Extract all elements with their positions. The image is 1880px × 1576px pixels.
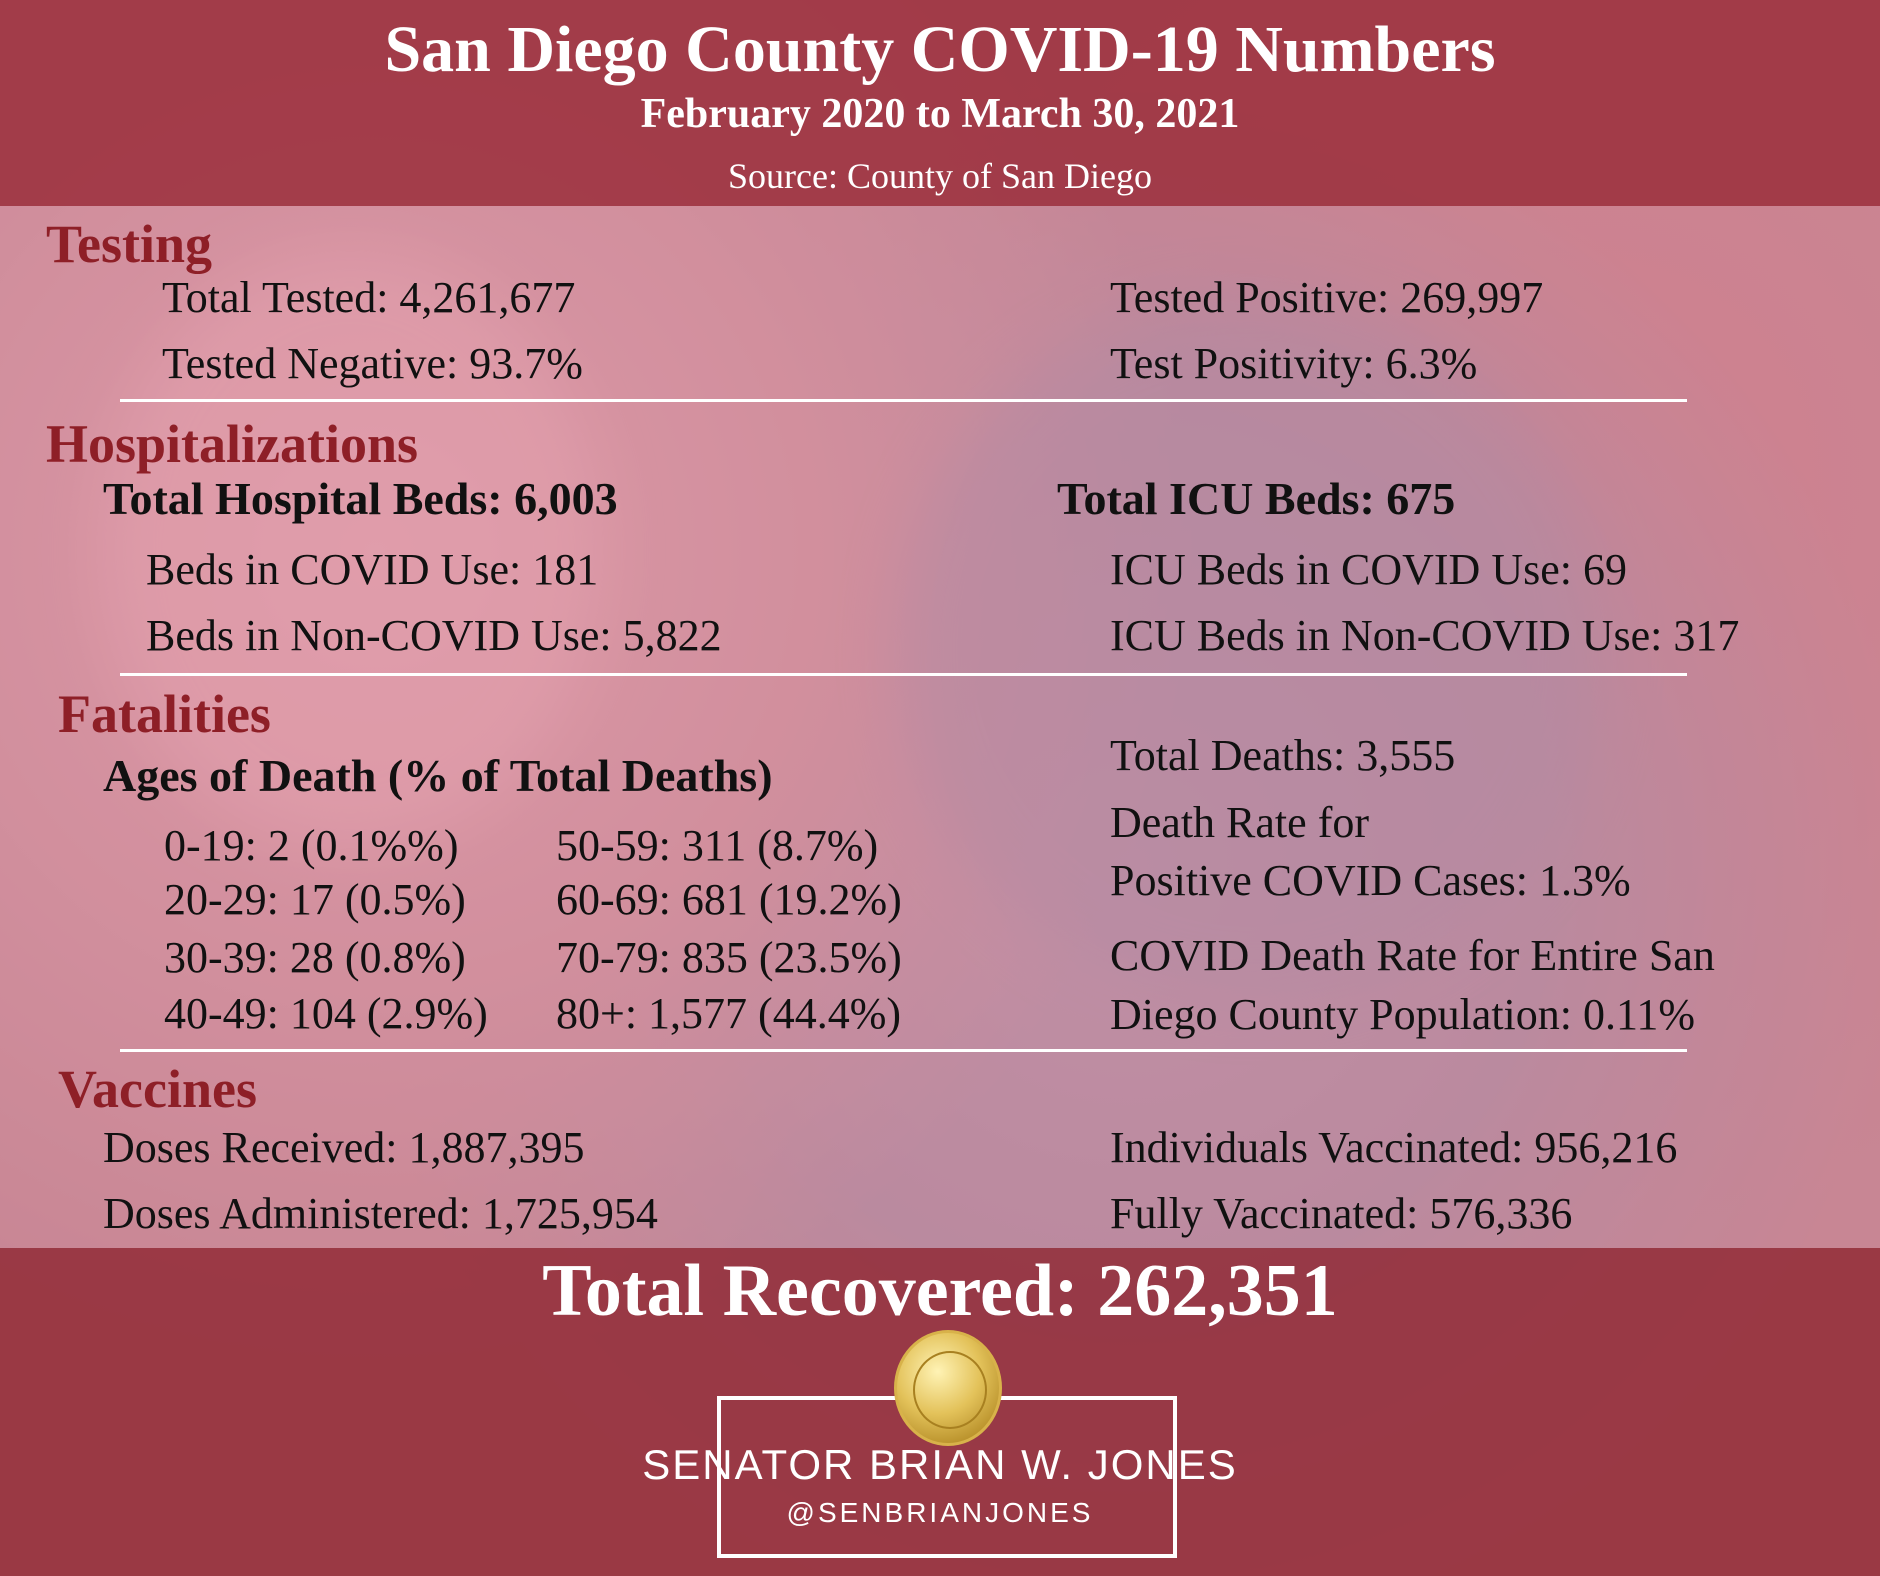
age-row: 80+: 1,577 (44.4%) [556, 989, 901, 1038]
population-rate-value: Diego County Population: 0.11% [1110, 990, 1696, 1039]
doses-administered: Doses Administered: 1,725,954 [103, 1189, 658, 1238]
age-row: 40-49: 104 (2.9%) [164, 989, 488, 1038]
ages-heading: Ages of Death (% of Total Deaths) [103, 750, 773, 801]
total-deaths: Total Deaths: 3,555 [1110, 731, 1456, 780]
test-positivity: Test Positivity: 6.3% [1110, 339, 1478, 388]
age-row: 20-29: 17 (0.5%) [164, 875, 466, 924]
beds-covid: Beds in COVID Use: 181 [146, 545, 599, 594]
divider [120, 673, 1687, 676]
virus-background [900, 300, 1600, 1000]
age-row: 30-39: 28 (0.8%) [164, 933, 466, 982]
population-rate-label: COVID Death Rate for Entire San [1110, 931, 1715, 980]
age-row: 0-19: 2 (0.1%%) [164, 821, 459, 870]
total-tested: Total Tested: 4,261,677 [162, 273, 576, 322]
total-hospital-beds: Total Hospital Beds: 6,003 [103, 473, 618, 524]
fully-vaccinated: Fully Vaccinated: 576,336 [1110, 1189, 1573, 1238]
subtitle: February 2020 to March 30, 2021 [640, 91, 1240, 137]
total-recovered: Total Recovered: 262,351 [542, 1250, 1338, 1332]
divider [120, 1049, 1687, 1052]
vaccines-heading: Vaccines [58, 1059, 257, 1119]
senate-seal-logo [894, 1330, 1002, 1446]
divider [120, 399, 1687, 402]
fatalities-heading: Fatalities [58, 684, 271, 744]
virus-background [100, 250, 600, 850]
death-rate-value: Positive COVID Cases: 1.3% [1110, 856, 1631, 905]
content-panel [0, 206, 1880, 1248]
icu-noncovid: ICU Beds in Non-COVID Use: 317 [1110, 611, 1740, 660]
death-rate-label: Death Rate for [1110, 798, 1369, 847]
age-row: 50-59: 311 (8.7%) [556, 821, 879, 870]
senator-name: SENATOR BRIAN W. JONES [642, 1441, 1238, 1488]
tested-negative: Tested Negative: 93.7% [162, 339, 583, 388]
tested-positive: Tested Positive: 269,997 [1110, 273, 1544, 322]
hospitalizations-heading: Hospitalizations [46, 414, 419, 474]
testing-heading: Testing [46, 214, 213, 274]
icu-covid: ICU Beds in COVID Use: 69 [1110, 545, 1627, 594]
total-icu-beds: Total ICU Beds: 675 [1057, 473, 1456, 524]
age-row: 60-69: 681 (19.2%) [556, 875, 902, 924]
doses-received: Doses Received: 1,887,395 [103, 1123, 585, 1172]
beds-noncovid: Beds in Non-COVID Use: 5,822 [146, 611, 722, 660]
twitter-handle: @SENBRIANJONES [786, 1497, 1094, 1528]
age-row: 70-79: 835 (23.5%) [556, 933, 902, 982]
header-band [0, 0, 1880, 206]
page-title: San Diego County COVID-19 Numbers [384, 13, 1496, 86]
source: Source: County of San Diego [728, 156, 1152, 196]
individuals-vaccinated: Individuals Vaccinated: 956,216 [1110, 1123, 1678, 1172]
